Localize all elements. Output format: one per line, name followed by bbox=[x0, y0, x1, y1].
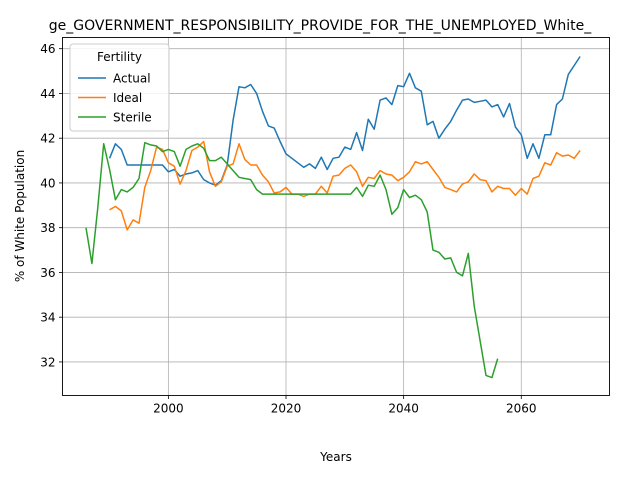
series-line-actual bbox=[108, 56, 581, 186]
y-tick-label: 46 bbox=[40, 42, 55, 56]
legend: Fertility Actual Ideal Sterile bbox=[69, 43, 170, 132]
x-tick-label: 2020 bbox=[271, 402, 302, 416]
series-lines bbox=[85, 56, 581, 379]
y-axis: 32 34 36 38 40 42 44 46 bbox=[40, 42, 63, 369]
x-axis: 2000 2020 2040 2060 bbox=[153, 395, 537, 416]
x-tick-label: 2000 bbox=[153, 402, 184, 416]
legend-label-actual: Actual bbox=[113, 72, 151, 86]
x-axis-label: Years bbox=[319, 450, 352, 464]
legend-label-ideal: Ideal bbox=[113, 91, 142, 105]
y-axis-label: % of White Population bbox=[13, 150, 27, 282]
series-line-sterile bbox=[85, 141, 499, 379]
legend-title: Fertility bbox=[97, 50, 142, 64]
plot-frame bbox=[62, 37, 610, 396]
y-tick-label: 36 bbox=[40, 266, 55, 280]
y-tick-label: 34 bbox=[40, 311, 55, 325]
chart-title: ge_GOVERNMENT_RESPONSIBILITY_PROVIDE_FOR… bbox=[49, 18, 592, 34]
y-tick-label: 32 bbox=[40, 355, 55, 369]
legend-box bbox=[69, 43, 170, 132]
legend-label-sterile: Sterile bbox=[113, 111, 152, 125]
y-tick-label: 38 bbox=[40, 221, 55, 235]
y-tick-label: 44 bbox=[40, 87, 55, 101]
x-tick-label: 2060 bbox=[506, 402, 537, 416]
y-tick-label: 42 bbox=[40, 132, 55, 146]
y-tick-label: 40 bbox=[40, 176, 55, 190]
series-line-ideal bbox=[109, 140, 581, 231]
x-tick-label: 2040 bbox=[388, 402, 419, 416]
